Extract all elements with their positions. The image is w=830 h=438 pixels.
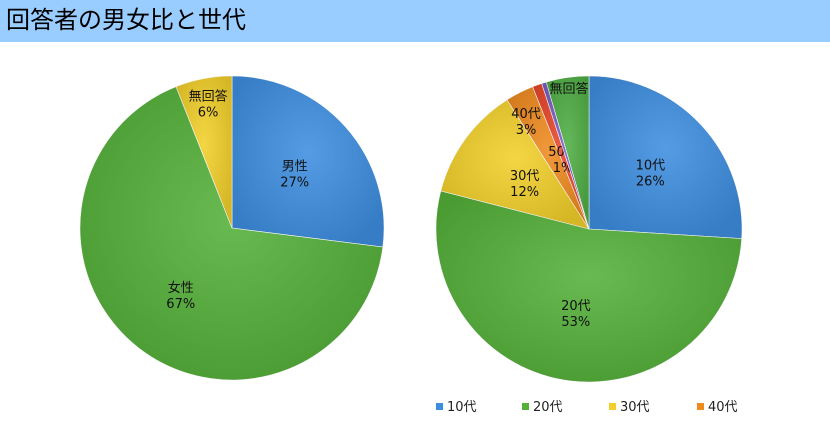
legend-label: 20代 xyxy=(533,400,563,415)
slice-shading xyxy=(435,190,742,383)
age-pie-chart: 10代 26%20代 53%30代 12%40代 3%50代 1%無回答 xyxy=(435,75,743,383)
chart-legend: 10代 20代 30代 40代 xyxy=(436,400,738,415)
page-title: 回答者の男女比と世代 xyxy=(6,6,246,34)
slice-shading xyxy=(232,76,384,248)
legend-swatch xyxy=(522,403,529,410)
slice-label: 30代 12% xyxy=(510,169,540,200)
slice-shading xyxy=(589,76,742,239)
slice-shading xyxy=(532,83,589,230)
slice-category: 20代 xyxy=(561,299,591,314)
slice-label: 無回答 xyxy=(549,81,588,97)
slice-category: 無回答 xyxy=(549,81,588,97)
legend-swatch xyxy=(609,403,616,410)
slice-category: 男性 xyxy=(282,160,308,175)
slice-percent: 3% xyxy=(516,123,537,138)
slice-percent: 67% xyxy=(166,297,195,312)
slice-shading xyxy=(176,76,232,228)
slice-label: 20代 53% xyxy=(561,299,591,330)
slice-shading xyxy=(507,86,589,229)
slice-shading xyxy=(440,99,589,229)
slice-label: 10代 26% xyxy=(636,158,666,189)
slice-percent: 27% xyxy=(280,176,309,191)
slice-shading xyxy=(541,82,589,229)
slice-percent: 6% xyxy=(198,106,219,121)
slice-percent: 12% xyxy=(510,185,539,200)
legend-label: 40代 xyxy=(708,400,738,415)
slice-label: 40代 3% xyxy=(511,107,541,138)
slice-label: 男性 27% xyxy=(280,160,309,191)
slice-shading xyxy=(546,76,589,229)
slice-category: 30代 xyxy=(510,169,540,184)
slice-percent: 26% xyxy=(636,174,665,189)
slice-category: 40代 xyxy=(511,107,541,122)
slice-shading xyxy=(80,86,383,380)
slice-label: 無回答 6% xyxy=(189,89,228,121)
gender-pie-chart: 男性 27% 女性 67% 無回答 6% xyxy=(79,75,385,381)
slice-label: 女性 67% xyxy=(166,280,195,312)
legend-swatch xyxy=(436,403,443,410)
slice-category: 女性 xyxy=(168,280,194,296)
legend-label: 10代 xyxy=(447,400,477,415)
legend-label: 30代 xyxy=(620,400,650,415)
slice-category: 10代 xyxy=(636,158,666,173)
title-bar: 回答者の男女比と世代 xyxy=(0,0,830,42)
legend-swatch xyxy=(697,403,704,410)
slice-category: 無回答 xyxy=(189,89,228,105)
slice-percent: 53% xyxy=(561,315,590,330)
